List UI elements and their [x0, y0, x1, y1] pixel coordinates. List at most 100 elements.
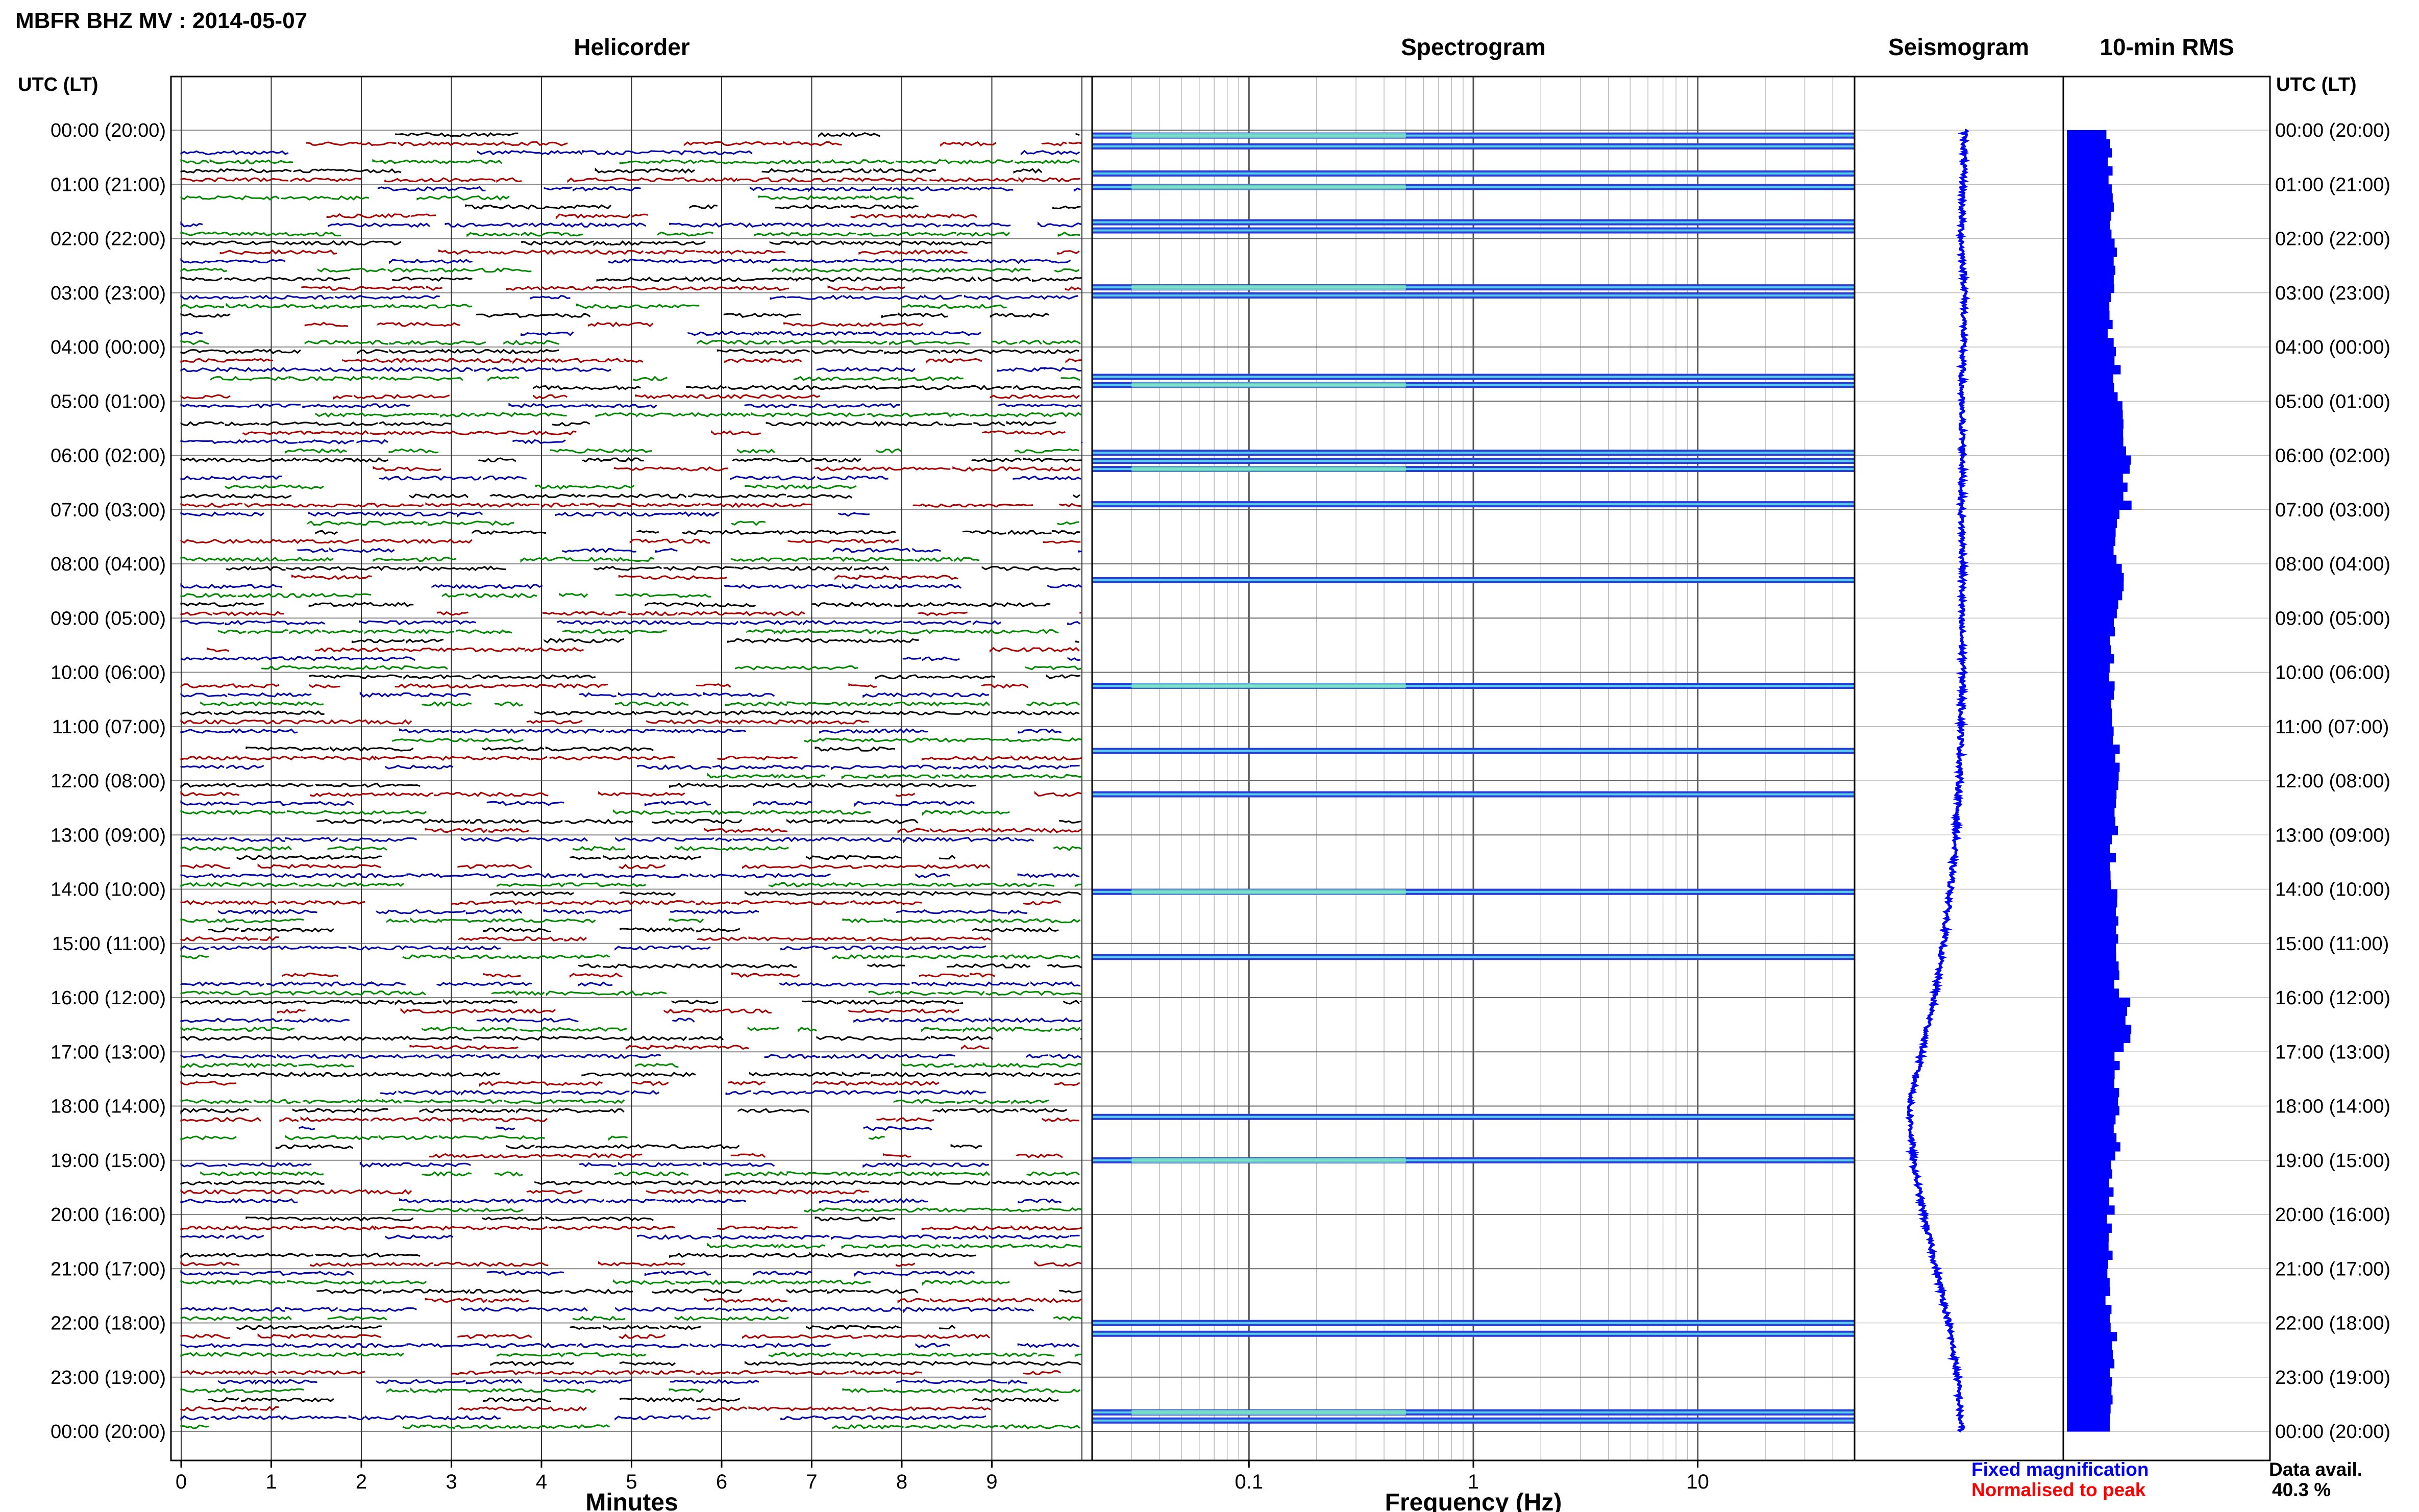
helicorder-trace — [180, 918, 1081, 924]
helicorder-trace — [180, 900, 1062, 906]
helicorder-trace — [180, 439, 1083, 445]
time-label-right: 00:00 (20:00) — [2275, 120, 2390, 141]
helicorder-trace — [180, 511, 870, 518]
rms-bar — [2067, 437, 2124, 447]
helicorder-trace — [304, 321, 924, 328]
rms-bar — [2067, 1305, 2112, 1315]
helicorder-trace — [180, 990, 1082, 997]
helicorder-trace — [409, 1045, 990, 1050]
rms-bar — [2067, 509, 2119, 519]
rms-bar — [2067, 284, 2114, 293]
rms-bar — [2067, 1232, 2109, 1242]
spectrogram-band-highlight — [1092, 1332, 1855, 1335]
time-label-right: 00:00 (20:00) — [2275, 1421, 2390, 1443]
rms-bar — [2067, 1359, 2115, 1369]
helicorder-trace — [306, 140, 1082, 147]
helicorder-trace — [180, 538, 1081, 544]
rms-bar — [2067, 229, 2112, 239]
helicorder-trace — [180, 1370, 1062, 1376]
helicorder-trace — [490, 890, 1081, 897]
spectrogram-band-highlight — [1092, 229, 1855, 232]
rms-bar — [2067, 482, 2128, 492]
helicorder-tick-label: 2 — [356, 1471, 367, 1493]
helicorder-panel — [170, 76, 1093, 1461]
helicorder-trace — [245, 1216, 896, 1222]
rms-bar — [2067, 1060, 2120, 1071]
helicorder-trace — [180, 583, 1082, 589]
rms-bar — [2067, 1368, 2110, 1378]
helicorder-trace — [180, 258, 1071, 264]
rms-bar — [2067, 781, 2118, 790]
helicorder-trace — [180, 592, 711, 599]
rms-bar — [2067, 247, 2117, 257]
rms-bar — [2067, 419, 2124, 429]
helicorder-trace — [180, 195, 914, 201]
rms-bar — [2067, 555, 2117, 564]
spectrogram-band-energy — [1131, 889, 1406, 895]
helicorder-trace — [378, 186, 1081, 192]
spectrogram-tick-label: 1 — [1468, 1471, 1479, 1493]
time-label-right: 20:00 (16:00) — [2275, 1204, 2390, 1226]
seismogram-panel — [1854, 76, 2064, 1461]
rms-bar — [2067, 988, 2119, 998]
helicorder-trace — [180, 177, 1081, 183]
rms-bar — [2067, 717, 2112, 727]
spectrogram-band-highlight — [1092, 384, 1855, 386]
rms-bar — [2067, 319, 2113, 330]
helicorder-trace — [380, 1089, 986, 1096]
spectrogram-panel — [1091, 76, 1856, 1461]
rms-bar — [2067, 1160, 2111, 1170]
rms-bar — [2067, 455, 2131, 465]
rms-bar — [2067, 816, 2115, 827]
rms-bar — [2067, 916, 2118, 926]
spectrogram-xlabel: Frequency (Hz) — [1385, 1489, 1562, 1512]
spectrogram-band-energy — [1131, 1409, 1406, 1415]
spectrogram-band-highlight — [1092, 685, 1855, 687]
rms-bar — [2067, 220, 2110, 230]
rms-bar — [2067, 211, 2111, 221]
rms-bar — [2067, 591, 2122, 601]
helicorder-trace — [180, 1424, 1080, 1430]
rms-bar — [2067, 1395, 2113, 1405]
helicorder-trace — [180, 1225, 1082, 1231]
spectrogram-tick-label: 10 — [1686, 1471, 1709, 1493]
spectrogram-band-highlight — [1092, 579, 1855, 581]
rms-bar — [2067, 645, 2111, 655]
spectrogram-band-highlight — [1092, 468, 1855, 470]
spectrogram-band-energy — [1131, 184, 1406, 190]
helicorder-trace — [242, 430, 1066, 436]
rms-bar — [2067, 1214, 2107, 1224]
rms-bar — [2067, 1142, 2120, 1152]
left-axis-label: UTC (LT) — [18, 74, 98, 95]
helicorder-trace — [275, 1144, 982, 1150]
rms-bar — [2067, 1250, 2113, 1260]
time-label-left: 13:00 (09:00) — [51, 825, 166, 846]
rms-bar — [2067, 1097, 2118, 1106]
rms-bar — [2067, 1323, 2111, 1332]
time-label-right: 17:00 (13:00) — [2275, 1042, 2390, 1063]
time-label-right: 04:00 (00:00) — [2275, 337, 2390, 358]
helicorder-trace — [207, 647, 1080, 653]
spectrogram-tick-label: 0.1 — [1235, 1471, 1264, 1493]
time-label-right: 08:00 (04:00) — [2275, 554, 2390, 575]
rms-bar — [2067, 699, 2111, 709]
time-label-right: 15:00 (11:00) — [2275, 933, 2389, 955]
helicorder-trace — [180, 358, 1082, 364]
rms-bar — [2067, 573, 2124, 582]
rms-bar — [2067, 1269, 2108, 1278]
spectrogram-band-highlight — [1092, 221, 1855, 224]
helicorder-trace — [707, 1242, 1082, 1250]
helicorder-tick-label: 5 — [626, 1471, 637, 1493]
rms-bar — [2067, 1196, 2109, 1206]
helicorder-trace — [392, 1207, 1082, 1213]
helicorder-trace — [180, 945, 986, 951]
time-label-left: 20:00 (16:00) — [51, 1204, 166, 1226]
rms-bar — [2067, 536, 2115, 547]
time-label-left: 05:00 (01:00) — [51, 391, 166, 412]
time-label-right: 03:00 (23:00) — [2275, 283, 2390, 304]
rms-bar — [2067, 636, 2110, 646]
helicorder-trace — [180, 1406, 991, 1411]
spectrogram-band-highlight — [1092, 145, 1855, 147]
helicorder-trace — [180, 312, 1049, 318]
